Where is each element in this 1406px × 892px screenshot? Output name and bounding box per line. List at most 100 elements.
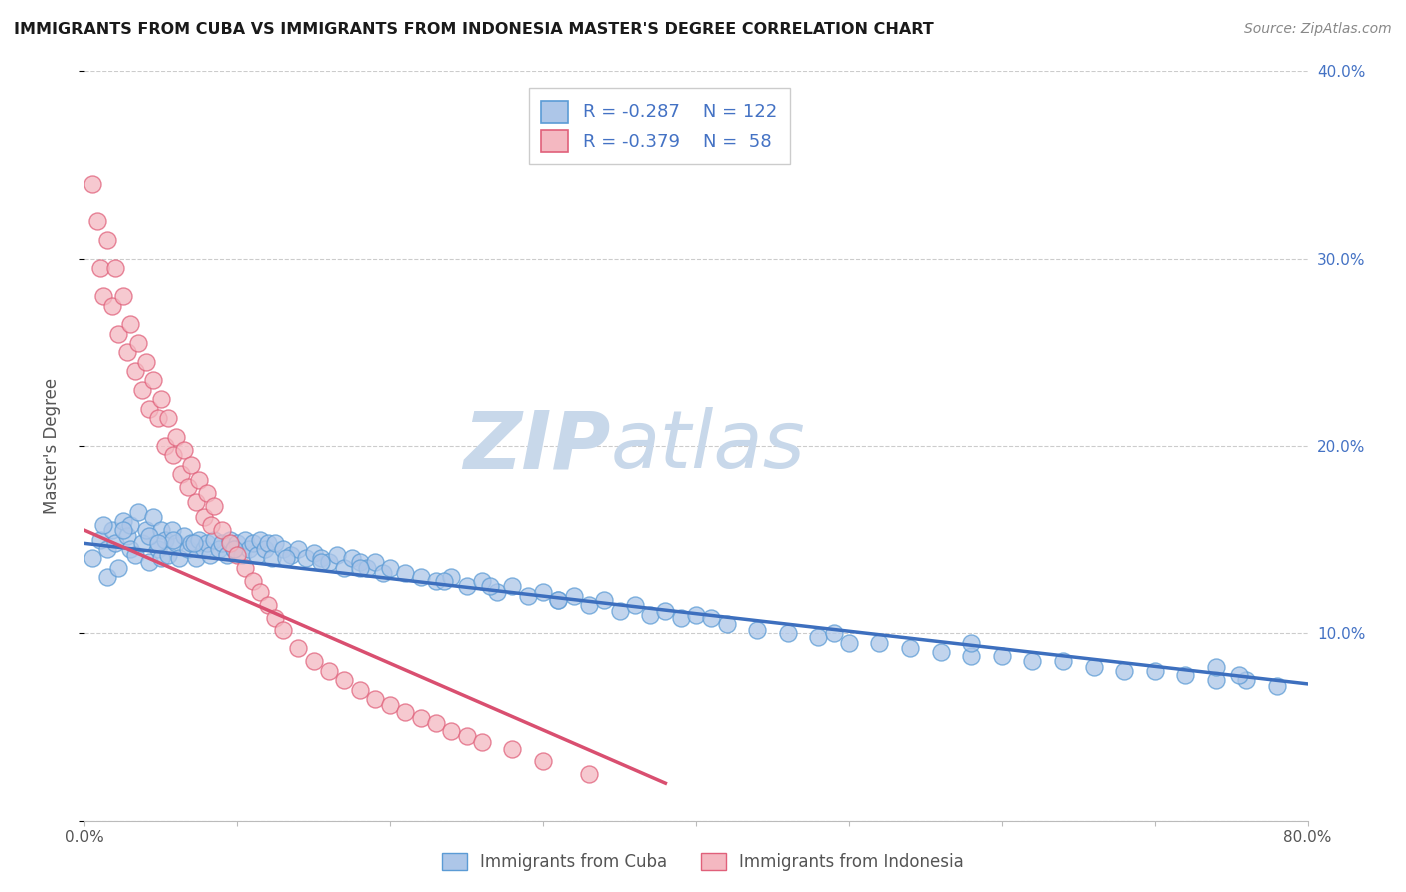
Point: [1114, 664, 1136, 678]
Point: [138, 555, 160, 569]
Point: [394, 566, 416, 581]
Point: [929, 645, 952, 659]
Point: [471, 574, 494, 588]
Point: [218, 536, 240, 550]
Point: [173, 529, 195, 543]
Point: [271, 542, 294, 557]
Point: [111, 289, 134, 303]
Point: [96, 570, 118, 584]
Point: [242, 536, 264, 550]
Point: [80, 551, 103, 566]
Point: [138, 401, 160, 416]
Point: [333, 561, 356, 575]
Point: [127, 505, 149, 519]
Point: [1265, 679, 1288, 693]
Point: [264, 611, 287, 625]
Point: [1227, 667, 1250, 681]
Point: [271, 623, 294, 637]
Point: [180, 536, 202, 550]
Point: [198, 548, 221, 562]
Point: [262, 551, 284, 566]
Text: IMMIGRANTS FROM CUBA VS IMMIGRANTS FROM INDONESIA MASTER'S DEGREE CORRELATION CH: IMMIGRANTS FROM CUBA VS IMMIGRANTS FROM …: [14, 22, 934, 37]
Point: [226, 536, 249, 550]
Point: [349, 561, 371, 575]
Point: [349, 682, 371, 697]
Point: [184, 551, 207, 566]
Point: [349, 555, 371, 569]
Point: [747, 623, 769, 637]
Point: [253, 542, 276, 557]
Point: [211, 536, 233, 550]
Point: [807, 630, 830, 644]
Point: [231, 548, 253, 562]
Point: [101, 524, 124, 538]
Point: [578, 767, 600, 781]
Point: [364, 555, 387, 569]
Point: [202, 499, 225, 513]
Point: [700, 611, 723, 625]
Point: [838, 635, 860, 649]
Point: [471, 735, 494, 749]
Point: [101, 298, 124, 313]
Point: [249, 585, 271, 599]
Point: [1052, 655, 1074, 669]
Y-axis label: Master's Degree: Master's Degree: [42, 378, 60, 514]
Point: [162, 533, 184, 547]
Point: [131, 536, 153, 550]
Point: [193, 542, 215, 557]
Point: [287, 542, 309, 557]
Point: [502, 580, 524, 594]
Point: [193, 510, 215, 524]
Point: [124, 364, 146, 378]
Point: [318, 664, 340, 678]
Point: [425, 574, 447, 588]
Point: [960, 648, 983, 663]
Point: [165, 536, 187, 550]
Point: [146, 411, 169, 425]
Point: [195, 486, 218, 500]
Point: [394, 705, 416, 719]
Point: [960, 635, 983, 649]
Point: [531, 585, 554, 599]
Point: [440, 723, 463, 738]
Point: [333, 673, 356, 688]
Point: [111, 524, 134, 538]
Point: [104, 261, 127, 276]
Point: [96, 233, 118, 247]
Point: [149, 392, 172, 407]
Point: [142, 374, 165, 388]
Point: [287, 641, 309, 656]
Point: [146, 536, 169, 550]
Legend: Immigrants from Cuba, Immigrants from Indonesia: Immigrants from Cuba, Immigrants from In…: [433, 845, 973, 880]
Point: [120, 318, 142, 332]
Point: [295, 551, 318, 566]
Point: [425, 716, 447, 731]
Point: [1143, 664, 1166, 678]
Point: [218, 533, 240, 547]
Point: [233, 561, 256, 575]
Point: [146, 542, 169, 557]
Point: [89, 533, 111, 547]
Point: [311, 551, 333, 566]
Point: [155, 439, 177, 453]
Point: [115, 529, 138, 543]
Point: [340, 551, 363, 566]
Point: [184, 495, 207, 509]
Point: [624, 599, 647, 613]
Point: [669, 611, 692, 625]
Point: [170, 467, 193, 482]
Point: [276, 551, 298, 566]
Point: [162, 449, 184, 463]
Point: [280, 548, 302, 562]
Point: [149, 524, 172, 538]
Point: [716, 617, 738, 632]
Point: [135, 524, 157, 538]
Point: [242, 574, 264, 588]
Point: [547, 592, 569, 607]
Point: [1174, 667, 1197, 681]
Point: [233, 533, 256, 547]
Legend: R = -0.287    N = 122, R = -0.379    N =  58: R = -0.287 N = 122, R = -0.379 N = 58: [529, 88, 790, 164]
Point: [249, 533, 271, 547]
Point: [456, 580, 478, 594]
Point: [131, 383, 153, 397]
